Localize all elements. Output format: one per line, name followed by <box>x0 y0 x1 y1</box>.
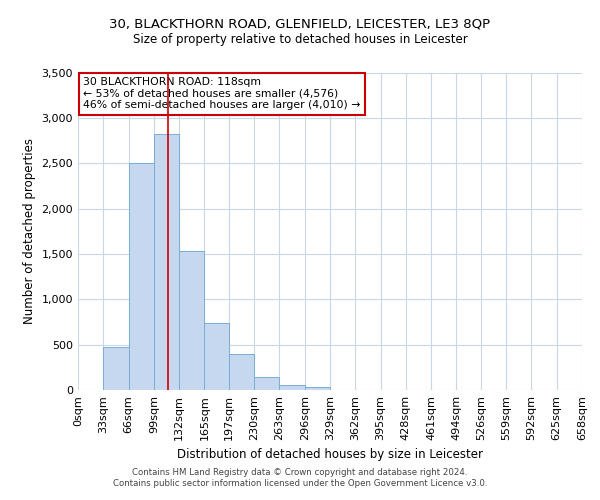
Text: Size of property relative to detached houses in Leicester: Size of property relative to detached ho… <box>133 32 467 46</box>
Bar <box>280 384 305 390</box>
Bar <box>154 134 179 390</box>
Bar <box>205 323 229 390</box>
Bar <box>179 251 205 390</box>
Bar <box>229 354 254 390</box>
Y-axis label: Number of detached properties: Number of detached properties <box>23 138 36 324</box>
Text: 30, BLACKTHORN ROAD, GLENFIELD, LEICESTER, LE3 8QP: 30, BLACKTHORN ROAD, GLENFIELD, LEICESTE… <box>109 18 491 30</box>
Bar <box>305 388 330 390</box>
Bar <box>254 377 280 390</box>
Text: 30 BLACKTHORN ROAD: 118sqm
← 53% of detached houses are smaller (4,576)
46% of s: 30 BLACKTHORN ROAD: 118sqm ← 53% of deta… <box>83 78 361 110</box>
X-axis label: Distribution of detached houses by size in Leicester: Distribution of detached houses by size … <box>177 448 483 462</box>
Text: Contains HM Land Registry data © Crown copyright and database right 2024.
Contai: Contains HM Land Registry data © Crown c… <box>113 468 487 487</box>
Bar <box>128 163 154 390</box>
Bar <box>103 348 128 390</box>
